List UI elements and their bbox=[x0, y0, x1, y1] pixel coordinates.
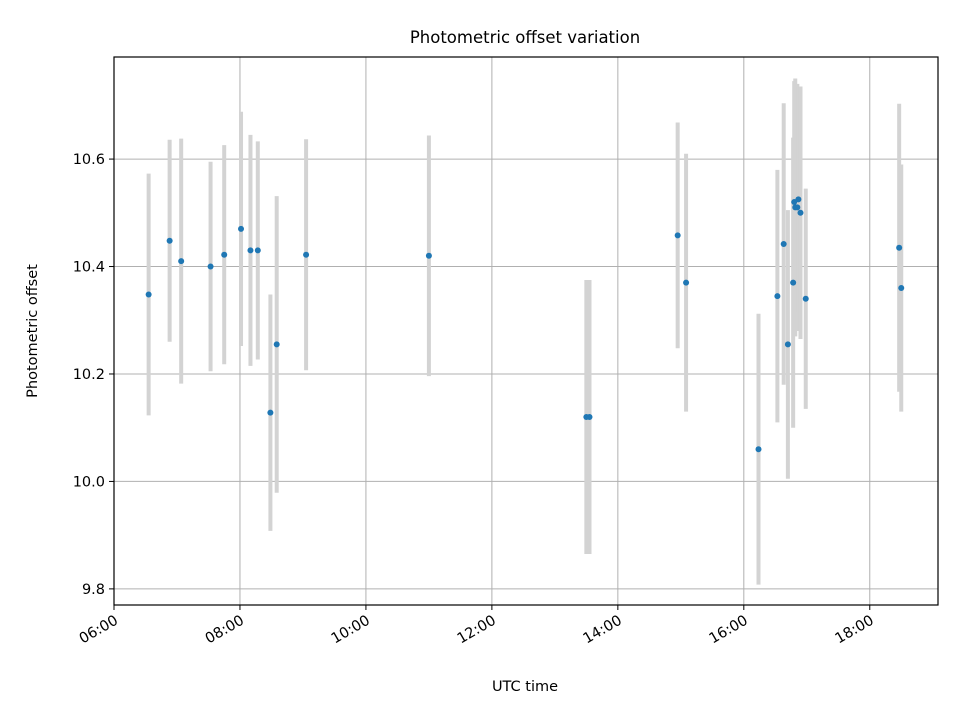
data-points bbox=[145, 196, 905, 453]
data-point bbox=[166, 237, 173, 244]
y-tick-label: 10.2 bbox=[73, 367, 105, 383]
data-point bbox=[273, 341, 280, 348]
data-point bbox=[238, 225, 245, 232]
y-tick-label: 10.6 bbox=[73, 152, 105, 168]
data-point bbox=[267, 409, 274, 416]
data-point bbox=[790, 279, 797, 286]
y-axis: 9.8 10.0 10.2 10.4 10.6 bbox=[73, 152, 114, 598]
data-point bbox=[784, 341, 791, 348]
data-point bbox=[795, 196, 802, 203]
x-axis-label: UTC time bbox=[492, 679, 558, 695]
data-point bbox=[425, 252, 432, 259]
y-tick-label: 10.0 bbox=[73, 474, 105, 490]
data-point bbox=[254, 247, 261, 254]
data-point bbox=[755, 446, 762, 453]
plot-frame bbox=[113, 56, 939, 606]
data-point bbox=[683, 279, 690, 286]
data-point bbox=[303, 251, 310, 258]
data-point bbox=[247, 247, 254, 254]
data-point bbox=[178, 258, 185, 265]
data-point bbox=[780, 240, 787, 247]
chart-title: Photometric offset variation bbox=[410, 28, 640, 47]
data-point bbox=[674, 232, 681, 239]
data-point bbox=[774, 293, 781, 300]
data-point bbox=[794, 204, 801, 211]
data-point bbox=[896, 244, 903, 251]
y-tick-label: 9.8 bbox=[82, 582, 105, 598]
y-axis-label: Photometric offset bbox=[25, 264, 41, 398]
y-tick-label: 10.4 bbox=[73, 260, 105, 276]
data-point bbox=[145, 291, 152, 298]
data-point bbox=[797, 209, 804, 216]
data-point bbox=[802, 295, 809, 302]
data-point bbox=[898, 285, 905, 292]
data-point bbox=[586, 413, 593, 420]
data-point bbox=[221, 251, 228, 258]
data-point bbox=[207, 263, 214, 270]
